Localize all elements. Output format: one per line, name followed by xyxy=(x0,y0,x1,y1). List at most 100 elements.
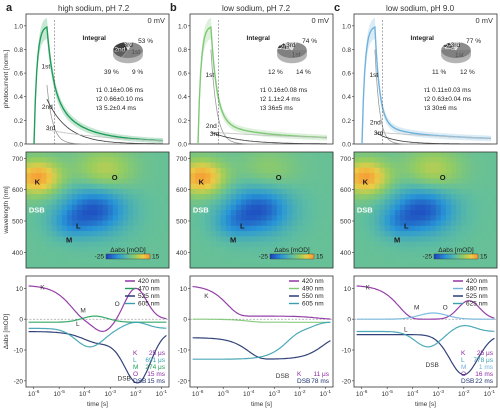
heatmap-cell xyxy=(354,215,360,221)
heatmap-cell xyxy=(107,178,114,185)
heatmap-cell xyxy=(31,162,37,169)
heatmap-cell xyxy=(128,199,134,206)
heatmap-cell xyxy=(153,210,160,216)
heatmap-cell xyxy=(123,173,129,179)
heatmap-cell xyxy=(430,199,437,206)
heatmap-cell xyxy=(133,167,139,174)
heatmap-cell xyxy=(112,157,119,163)
heatmap-cell xyxy=(112,199,119,206)
heatmap-cell xyxy=(369,241,375,248)
map-frame xyxy=(25,151,170,269)
heatmap-cell xyxy=(163,167,170,174)
heatmap-cell xyxy=(389,194,396,200)
heatmap-cell xyxy=(297,246,303,253)
heatmap-cell xyxy=(51,257,58,264)
heatmap-cell xyxy=(281,173,288,179)
heatmap-cell xyxy=(230,231,237,237)
heatmap-cell xyxy=(302,231,308,237)
heatmap-cell xyxy=(297,225,303,232)
heatmap-cell xyxy=(466,241,472,248)
heatmap-cell xyxy=(138,188,144,195)
heatmap-cell xyxy=(112,257,119,264)
heatmap-cell xyxy=(230,252,237,258)
heatmap-cell xyxy=(41,252,47,258)
heatmap-cell xyxy=(486,188,493,195)
heatmap-cell xyxy=(215,199,222,206)
heatmap-cell xyxy=(56,152,63,158)
heatmap-cell xyxy=(230,183,237,190)
heatmap-cell xyxy=(384,225,391,232)
heatmap-cell xyxy=(384,220,391,227)
heatmap-cell xyxy=(112,152,119,158)
heatmap-cell xyxy=(491,210,498,216)
heatmap-cell xyxy=(205,173,211,179)
heatmap-cell xyxy=(87,252,93,258)
heatmap-cell xyxy=(287,199,293,206)
heatmap-cell xyxy=(430,231,437,237)
heatmap-cell xyxy=(87,215,93,221)
heatmap-cell xyxy=(302,173,308,179)
heatmap-cell xyxy=(440,178,447,185)
colorbar-step xyxy=(462,254,465,259)
heatmap-cell xyxy=(354,194,360,200)
heatmap-cell xyxy=(210,183,216,190)
heatmap-cell xyxy=(41,246,47,253)
heatmap-cell xyxy=(163,262,170,269)
heatmap-cell xyxy=(66,220,73,227)
heatmap-cell xyxy=(97,257,104,264)
heatmap-cell xyxy=(287,262,293,269)
tc-name: L xyxy=(133,357,137,364)
heatmap-cell xyxy=(445,246,452,253)
heatmap-cell xyxy=(82,167,88,174)
heatmap-cell xyxy=(359,236,365,243)
heatmap-cell xyxy=(107,215,114,221)
heatmap-cell xyxy=(394,241,401,248)
heatmap-cell xyxy=(246,210,252,216)
heatmap-cell xyxy=(476,257,483,264)
heatmap-cell xyxy=(31,262,37,269)
heatmap-cell xyxy=(56,194,63,200)
heatmap-cell xyxy=(148,194,155,200)
heatmap-cell xyxy=(138,257,144,264)
heatmap-cell xyxy=(445,194,452,200)
heatmap-cell xyxy=(415,231,421,237)
colorbar-step xyxy=(122,254,125,259)
heatmap-cell xyxy=(123,210,129,216)
heatmap-cell xyxy=(292,257,298,264)
heatmap-cell xyxy=(107,152,114,158)
heatmap-cell xyxy=(430,225,437,232)
heatmap-cell xyxy=(66,152,73,158)
heatmap-cell xyxy=(456,262,462,269)
heatmap-cell xyxy=(384,257,391,264)
pie-value-3rd: 12 % xyxy=(460,69,475,76)
heatmap-cell xyxy=(26,236,32,243)
heatmap-cell xyxy=(481,178,488,185)
heatmap-cell xyxy=(163,194,170,200)
heatmap-cell xyxy=(87,210,93,216)
heatmap-cell xyxy=(148,257,155,264)
heatmap-cell xyxy=(190,241,196,248)
heatmap-cell xyxy=(190,204,196,211)
heatmap-cell xyxy=(410,152,416,158)
heatmap-cell xyxy=(138,194,144,200)
heatmap-cell xyxy=(56,257,63,264)
heatmap-cell xyxy=(46,246,52,253)
heatmap-cell xyxy=(456,204,462,211)
heatmap-cell xyxy=(425,246,432,253)
heatmap-cell xyxy=(200,236,206,243)
heatmap-cell xyxy=(415,173,421,179)
legend-label: 470 nm xyxy=(138,286,160,293)
heatmap-cell xyxy=(205,188,211,195)
heatmap-cell xyxy=(220,183,227,190)
phase-label: 3rd xyxy=(374,130,384,137)
heatmap-cell xyxy=(302,183,308,190)
colorbar-step xyxy=(434,254,437,259)
heatmap-cell xyxy=(26,252,32,258)
heatmap-cell xyxy=(41,241,47,248)
heatmap-cell xyxy=(220,257,227,264)
heatmap-cell xyxy=(405,199,411,206)
trace-420-nm xyxy=(192,285,331,320)
pie-title: Integral xyxy=(411,35,435,42)
heatmap-cell xyxy=(271,162,278,169)
